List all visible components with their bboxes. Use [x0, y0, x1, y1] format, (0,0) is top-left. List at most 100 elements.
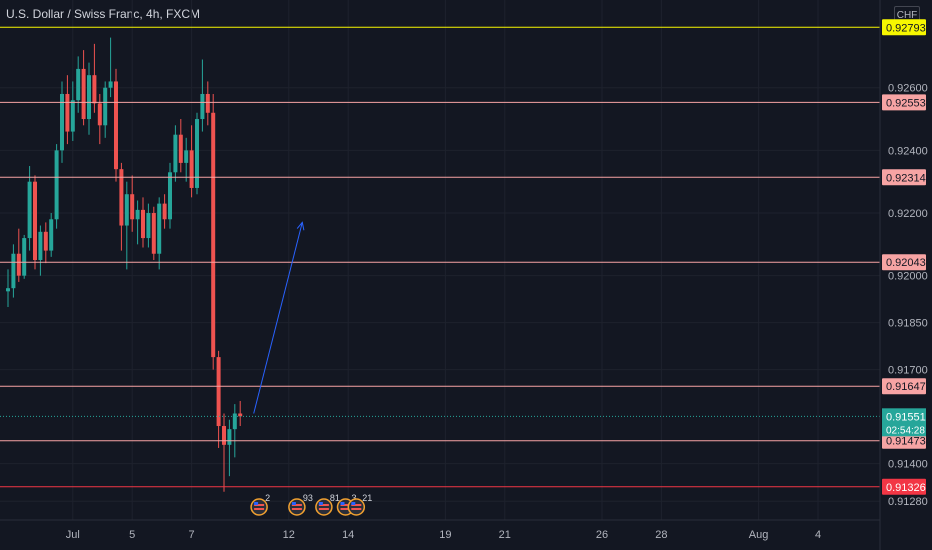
candle-body [124, 194, 129, 226]
candle-body [114, 81, 118, 170]
y-tick-label: 0.92600 [888, 83, 928, 95]
candle-body [130, 194, 135, 220]
chart-title: U.S. Dollar / Swiss Franc, 4h, FXCM [6, 7, 201, 21]
horizontal-levels[interactable]: 0.92793 0.92553 0.92314 0.92043 0.91647 0.914… [0, 19, 926, 495]
event-count: 21 [362, 493, 372, 503]
candle-body [16, 253, 21, 276]
x-tick-label: 19 [439, 529, 451, 541]
grid-lines [0, 0, 880, 520]
candle-body [238, 413, 243, 417]
candle-body [60, 93, 64, 151]
level-label-box [882, 19, 926, 36]
flag-canton [340, 502, 345, 505]
flag-stripe [291, 508, 302, 510]
candle-body [81, 68, 86, 120]
level-label-box [882, 94, 926, 111]
x-tick-label: 7 [189, 529, 195, 541]
flag-stripe [351, 508, 362, 510]
flag-stripe [351, 504, 362, 506]
level-label-box [882, 169, 926, 186]
y-tick-label: 0.91400 [888, 459, 928, 471]
candle-body [92, 75, 97, 104]
level-label: 0.91647 [886, 381, 926, 393]
time-axis[interactable]: Jul 5 7 12 14 19 21 26 28 Aug 4 [0, 519, 880, 541]
candle-body [168, 172, 172, 220]
flag-stripe [340, 504, 351, 506]
candle-body [43, 231, 48, 251]
flag-canton [254, 502, 259, 505]
flag-stripe [254, 508, 265, 510]
candle-body [108, 81, 113, 88]
economic-events[interactable]: 2 93 81 3 21 [250, 493, 372, 516]
current-price-box [882, 408, 926, 437]
candle-body [119, 169, 124, 226]
y-tick-label: 0.91280 [888, 496, 928, 508]
y-tick-label: 0.92400 [888, 145, 928, 157]
flag-canton [351, 502, 356, 505]
event-count: 2 [265, 493, 270, 503]
level-label-box [882, 478, 926, 495]
trend-arrow[interactable] [253, 221, 305, 414]
level-label: 0.91473 [886, 436, 926, 448]
y-tick-label: 0.92200 [888, 208, 928, 220]
candle-body [33, 181, 37, 260]
x-tick-label: Aug [749, 529, 769, 541]
x-tick-label: 4 [815, 529, 821, 541]
candle-body [135, 209, 140, 220]
x-tick-label: Jul [66, 529, 80, 541]
y-tick-label: 0.91700 [888, 365, 928, 377]
event-count: 93 [303, 493, 313, 503]
flag-canton [291, 502, 296, 505]
candle-body [22, 238, 27, 276]
candle-body [162, 203, 167, 220]
candle-body [211, 112, 216, 358]
level-label: 0.92553 [886, 97, 926, 109]
candle-body [157, 203, 162, 254]
flag-stripe [291, 504, 302, 506]
flag-stripe [318, 508, 329, 510]
candle-body [141, 209, 145, 239]
level-label: 0.92793 [886, 22, 926, 34]
arrow-line[interactable] [253, 222, 303, 414]
candle-body [178, 134, 183, 163]
price-axis[interactable]: 0.92600 0.92400 0.92200 0.92000 0.91850 0.917… [879, 0, 928, 550]
current-price-label: 0.91551 [886, 411, 926, 423]
candle-body [11, 253, 16, 289]
candle-body [103, 87, 108, 126]
candle-body [222, 426, 226, 445]
flag-stripe [254, 504, 265, 506]
candle-body [38, 231, 43, 260]
y-tick-label: 0.91850 [888, 318, 928, 330]
flag-stripe [318, 504, 329, 506]
y-tick-label: 0.92000 [888, 271, 928, 283]
candle-body [173, 134, 178, 173]
candles [6, 37, 243, 492]
candle-body [195, 119, 199, 188]
event-count: 81 [330, 493, 340, 503]
arrow-head [296, 221, 305, 231]
level-label: 0.92043 [886, 257, 926, 269]
x-tick-label: 12 [283, 529, 295, 541]
level-label: 0.92314 [886, 172, 926, 184]
candle-body [6, 288, 10, 292]
candle-body [65, 93, 70, 132]
event-count: 3 [352, 493, 357, 503]
candle-body [76, 68, 81, 101]
flag-canton [318, 502, 323, 505]
candle-body [27, 181, 32, 239]
candle-body [49, 219, 54, 251]
candle-body [184, 150, 189, 163]
candle-body [70, 100, 75, 132]
level-label: 0.91326 [886, 482, 926, 494]
candle-body [205, 93, 210, 113]
x-tick-label: 5 [129, 529, 135, 541]
x-tick-label: 14 [342, 529, 354, 541]
candle-body [87, 75, 91, 120]
candle-body [232, 413, 237, 430]
level-label-box [882, 378, 926, 395]
x-tick-label: 21 [499, 529, 511, 541]
level-label-box [882, 432, 926, 449]
candle-body [146, 213, 151, 239]
x-tick-label: 26 [596, 529, 608, 541]
